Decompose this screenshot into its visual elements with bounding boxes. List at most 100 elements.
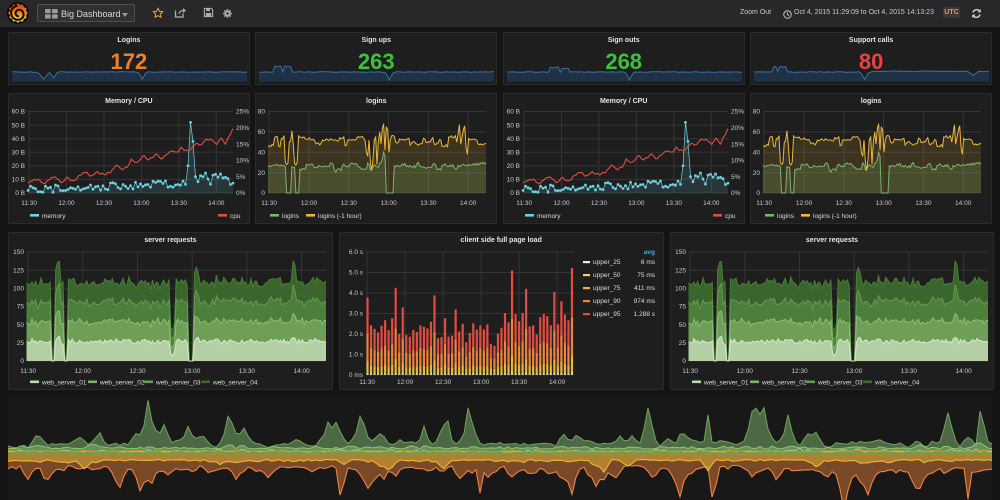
svg-text:0%: 0% (731, 190, 741, 197)
svg-text:upper_95: upper_95 (593, 311, 621, 318)
svg-text:14:00: 14:00 (955, 368, 972, 375)
svg-text:upper_25: upper_25 (593, 259, 621, 266)
svg-text:411 ms: 411 ms (634, 285, 656, 292)
svg-text:12:30: 12:30 (791, 368, 808, 375)
svg-text:80: 80 (258, 109, 266, 116)
svg-text:0: 0 (262, 190, 266, 197)
svg-text:0 ms: 0 ms (349, 372, 364, 379)
svg-text:60: 60 (258, 129, 266, 136)
svg-text:60 B: 60 B (12, 109, 25, 116)
svg-text:40: 40 (258, 150, 266, 157)
svg-text:13:00: 13:00 (628, 200, 645, 207)
svg-text:5%: 5% (731, 174, 741, 181)
svg-text:web_server_04: web_server_04 (874, 380, 920, 387)
svg-text:11:30: 11:30 (756, 200, 772, 207)
svg-text:3.0 s: 3.0 s (349, 311, 364, 318)
svg-text:12:00: 12:00 (75, 368, 92, 375)
svg-text:14:00: 14:00 (208, 200, 225, 207)
svg-text:20 B: 20 B (12, 163, 25, 170)
svg-text:100: 100 (13, 286, 24, 293)
svg-text:2.0 s: 2.0 s (349, 331, 364, 338)
svg-text:1.288 s: 1.288 s (633, 311, 655, 318)
svg-text:12:00: 12:00 (796, 200, 813, 207)
svg-text:14:00: 14:00 (703, 200, 720, 207)
svg-text:0: 0 (682, 358, 686, 365)
svg-text:11:30: 11:30 (21, 200, 37, 207)
svg-text:80: 80 (753, 109, 761, 116)
svg-text:11:30: 11:30 (20, 368, 36, 375)
svg-text:150: 150 (13, 249, 24, 256)
svg-text:30 B: 30 B (506, 150, 519, 157)
svg-text:logins (-1 hour): logins (-1 hour) (318, 213, 362, 220)
svg-text:12:30: 12:30 (591, 200, 608, 207)
svg-text:75 ms: 75 ms (637, 272, 655, 279)
svg-text:11:30: 11:30 (516, 200, 532, 207)
svg-text:13:00: 13:00 (846, 368, 863, 375)
svg-text:11:30: 11:30 (359, 379, 375, 386)
svg-text:14:00: 14:00 (293, 368, 310, 375)
svg-text:25%: 25% (731, 109, 744, 116)
svg-text:20 B: 20 B (506, 163, 519, 170)
svg-text:13:30: 13:30 (900, 368, 917, 375)
svg-text:12:00: 12:00 (736, 368, 753, 375)
svg-text:6 ms: 6 ms (641, 259, 656, 266)
svg-text:25%: 25% (236, 109, 249, 116)
svg-text:40: 40 (753, 150, 761, 157)
svg-text:12:00: 12:00 (397, 379, 414, 386)
svg-text:10%: 10% (731, 158, 744, 165)
svg-text:14:00: 14:00 (549, 379, 566, 386)
svg-text:upper_90: upper_90 (593, 298, 621, 305)
svg-text:0: 0 (757, 190, 761, 197)
svg-text:60 B: 60 B (506, 109, 519, 116)
svg-text:upper_50: upper_50 (593, 272, 621, 279)
svg-text:upper_75: upper_75 (593, 285, 621, 292)
svg-text:10%: 10% (236, 158, 249, 165)
svg-text:13:30: 13:30 (666, 200, 683, 207)
svg-text:logins: logins (282, 213, 300, 220)
svg-text:logins: logins (777, 213, 795, 220)
svg-text:web_server_03: web_server_03 (155, 380, 201, 387)
svg-text:12:30: 12:30 (96, 200, 113, 207)
svg-text:12:30: 12:30 (435, 379, 452, 386)
svg-text:14:00: 14:00 (955, 200, 972, 207)
svg-text:0: 0 (20, 358, 24, 365)
svg-text:125: 125 (13, 267, 24, 274)
svg-text:50 B: 50 B (12, 122, 25, 129)
svg-text:14:00: 14:00 (460, 200, 477, 207)
svg-text:12:30: 12:30 (836, 200, 853, 207)
svg-text:10 B: 10 B (506, 177, 519, 184)
svg-text:13:30: 13:30 (915, 200, 932, 207)
svg-text:60: 60 (753, 129, 761, 136)
svg-text:20%: 20% (731, 125, 744, 132)
svg-text:1.0 s: 1.0 s (349, 352, 364, 359)
svg-text:12:00: 12:00 (301, 200, 318, 207)
svg-text:11:30: 11:30 (262, 200, 278, 207)
svg-text:25: 25 (678, 340, 686, 347)
svg-text:75: 75 (17, 304, 25, 311)
svg-text:web_server_02: web_server_02 (761, 380, 807, 387)
svg-text:13:00: 13:00 (473, 379, 490, 386)
svg-text:25: 25 (17, 340, 25, 347)
svg-text:5.0 s: 5.0 s (349, 270, 364, 277)
svg-text:20: 20 (753, 170, 761, 177)
svg-text:40 B: 40 B (506, 136, 519, 143)
svg-text:50: 50 (17, 322, 25, 329)
svg-text:12:00: 12:00 (553, 200, 570, 207)
svg-text:12:00: 12:00 (58, 200, 75, 207)
svg-text:cpu: cpu (725, 213, 736, 220)
svg-text:13:00: 13:00 (876, 200, 893, 207)
svg-text:web_server_01: web_server_01 (703, 380, 749, 387)
svg-text:13:30: 13:30 (421, 200, 438, 207)
svg-text:13:00: 13:00 (381, 200, 398, 207)
svg-text:11:30: 11:30 (682, 368, 698, 375)
svg-text:974 ms: 974 ms (633, 298, 655, 305)
svg-text:75: 75 (678, 304, 686, 311)
svg-text:20%: 20% (236, 125, 249, 132)
svg-text:10 B: 10 B (12, 177, 25, 184)
svg-text:avg: avg (644, 249, 655, 256)
svg-text:0 B: 0 B (15, 190, 25, 197)
svg-text:6.0 s: 6.0 s (349, 249, 364, 256)
svg-text:15%: 15% (236, 141, 249, 148)
svg-text:4.0 s: 4.0 s (349, 290, 364, 297)
svg-text:13:30: 13:30 (239, 368, 256, 375)
